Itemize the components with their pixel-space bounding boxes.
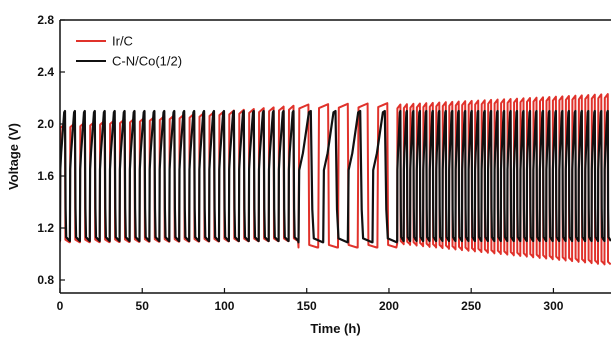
y-tick-label: 2.4 <box>37 65 54 79</box>
x-tick-label: 150 <box>297 299 317 313</box>
y-tick-label: 2.0 <box>37 117 54 131</box>
x-tick-label: 100 <box>214 299 234 313</box>
x-tick-label: 200 <box>379 299 399 313</box>
series-layer <box>60 93 611 266</box>
x-axis-title: Time (h) <box>310 321 360 336</box>
y-axis-title: Voltage (V) <box>6 123 21 190</box>
x-tick-label: 250 <box>461 299 481 313</box>
y-tick-label: 0.8 <box>37 273 54 287</box>
series-line-cn-co <box>60 109 611 244</box>
legend-label: Ir/C <box>112 34 133 49</box>
y-tick-label: 1.6 <box>37 169 54 183</box>
legend-label: C-N/Co(1/2) <box>112 54 182 69</box>
axes-layer: 0 50 100 150 200 250 300 0.8 1.2 1.6 2.0 2.4 2.8 <box>37 13 611 313</box>
x-tick-label: 50 <box>136 299 150 313</box>
legend: Ir/C C-N/Co(1/2) <box>76 34 182 69</box>
y-tick-label: 2.8 <box>37 13 54 27</box>
x-tick-label: 300 <box>543 299 563 313</box>
y-tick-label: 1.2 <box>37 221 54 235</box>
x-tick-label: 0 <box>57 299 64 313</box>
